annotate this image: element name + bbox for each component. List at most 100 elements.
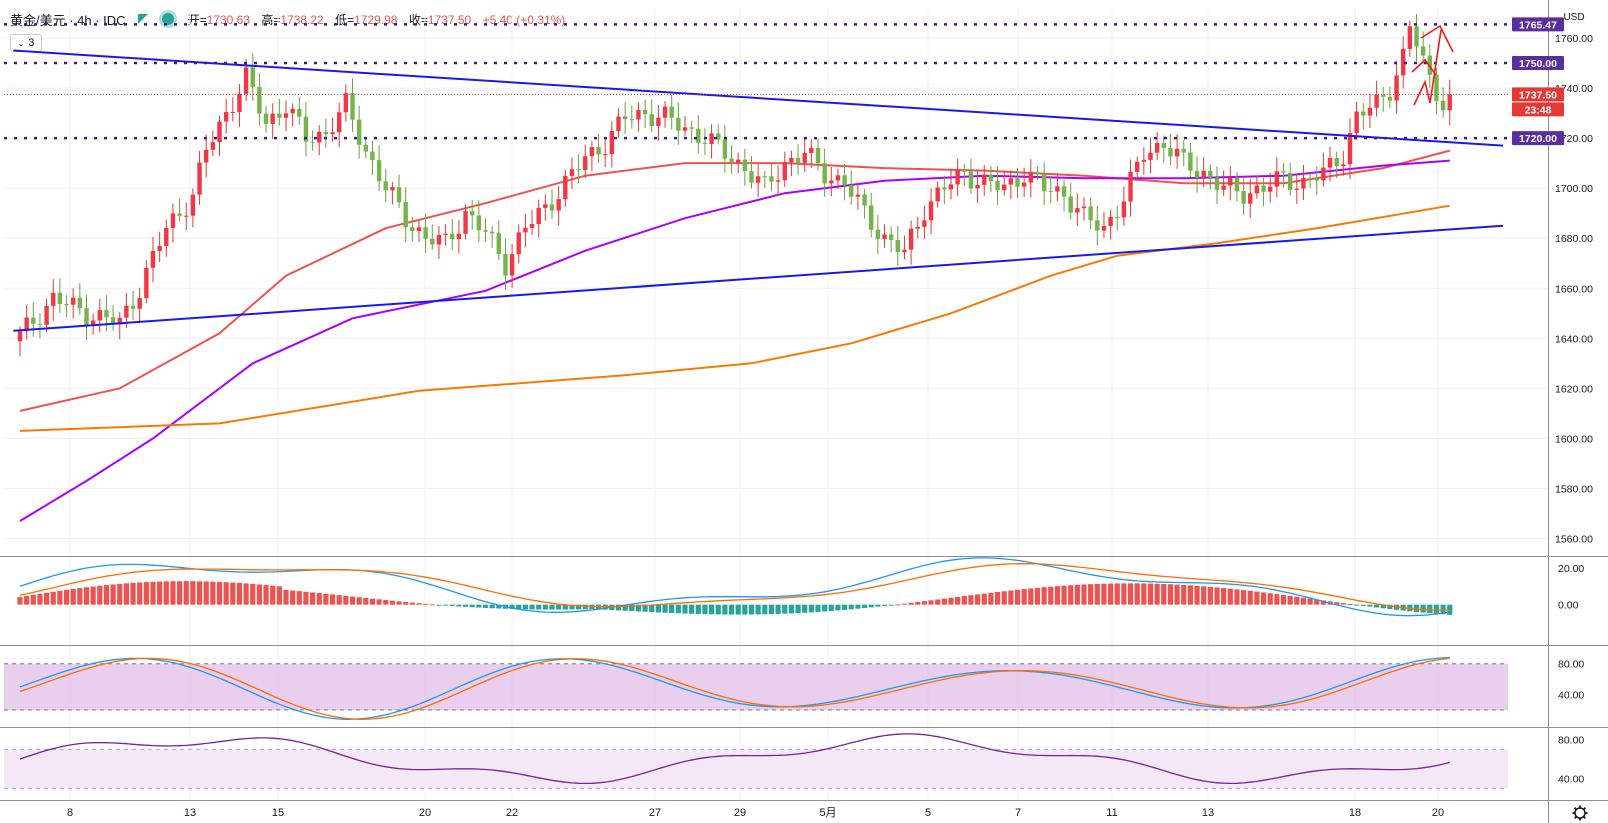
chart-legend-header: 黄金/美元 · 4h · IDC 开=1730.63 高=1738.22 低=1… bbox=[10, 9, 574, 29]
candle-body bbox=[337, 112, 342, 133]
time-tick-label: 11 bbox=[1106, 807, 1117, 819]
macd-histogram-bar bbox=[975, 594, 981, 605]
candle-body bbox=[1341, 164, 1346, 167]
currency-label: USD bbox=[1563, 12, 1584, 23]
macd-histogram-bar bbox=[1134, 583, 1140, 605]
candle-body bbox=[716, 133, 721, 140]
candle-body bbox=[1394, 75, 1399, 101]
candle-body bbox=[263, 113, 269, 124]
macd-histogram-bar bbox=[1347, 604, 1353, 606]
macd-histogram-bar bbox=[1320, 600, 1326, 605]
candle-body bbox=[948, 184, 954, 190]
candle-body bbox=[443, 233, 448, 235]
candle-body bbox=[503, 253, 508, 276]
candle-body bbox=[589, 147, 595, 157]
candle-body bbox=[1128, 171, 1133, 202]
candle-body bbox=[370, 151, 375, 161]
candle-body bbox=[603, 154, 608, 156]
macd-histogram-bar bbox=[97, 585, 103, 605]
macd-tick-label: 20.00 bbox=[1558, 563, 1584, 575]
macd-histogram-bar bbox=[196, 581, 203, 605]
candle-body bbox=[170, 213, 176, 228]
macd-histogram-bar bbox=[848, 604, 854, 610]
macd-histogram-bar bbox=[349, 596, 356, 605]
candle-body bbox=[616, 116, 621, 131]
candle-body bbox=[1327, 157, 1333, 168]
macd-histogram-bar bbox=[1101, 583, 1107, 605]
candle-body bbox=[130, 305, 136, 309]
candle-body bbox=[1181, 148, 1186, 153]
macd-histogram-bar bbox=[642, 604, 648, 612]
macd-histogram-bar bbox=[37, 593, 43, 605]
macd-histogram-bar bbox=[103, 585, 110, 605]
macd-histogram-bar bbox=[1028, 588, 1034, 605]
gear-icon[interactable] bbox=[1572, 805, 1588, 821]
macd-histogram-bar bbox=[669, 604, 675, 614]
candle-body bbox=[549, 204, 555, 211]
candle-body bbox=[1035, 171, 1040, 175]
candle-body bbox=[962, 170, 967, 172]
macd-histogram-bar bbox=[682, 604, 688, 614]
macd-histogram-bar bbox=[216, 581, 223, 605]
price-tick-label: 1740.00 bbox=[1555, 83, 1593, 95]
macd-histogram-bar bbox=[1247, 590, 1253, 605]
macd-histogram-bar bbox=[915, 601, 921, 605]
macd-histogram-bar bbox=[1413, 604, 1420, 612]
macd-histogram-bar bbox=[948, 597, 954, 605]
close-label: 收= bbox=[408, 12, 428, 27]
candle-body bbox=[1287, 172, 1293, 190]
macd-histogram-bar bbox=[343, 595, 349, 605]
macd-histogram-bar bbox=[615, 604, 622, 611]
macd-histogram-bar bbox=[1267, 593, 1273, 605]
candle-body bbox=[523, 227, 528, 233]
macd-histogram-bar bbox=[921, 601, 927, 605]
macd-line bbox=[19, 557, 1450, 617]
macd-histogram-bar bbox=[376, 599, 382, 605]
candle-body bbox=[230, 112, 235, 114]
candle-body bbox=[516, 232, 521, 255]
drawn-arrowhead bbox=[1411, 58, 1437, 76]
candle-body bbox=[117, 317, 122, 325]
candle-body bbox=[390, 187, 395, 191]
macd-histogram-bar bbox=[157, 581, 163, 605]
candle-body bbox=[1281, 171, 1286, 173]
candle-body bbox=[1188, 152, 1193, 171]
macd-histogram-bar bbox=[469, 604, 475, 608]
macd-histogram-bar bbox=[1161, 583, 1167, 605]
macd-histogram-bar bbox=[901, 603, 908, 605]
macd-histogram-bar bbox=[363, 597, 369, 605]
macd-histogram-bar bbox=[1034, 587, 1041, 605]
price-label-text: 1737.50 bbox=[1519, 89, 1557, 101]
time-tick-label: 5月 bbox=[819, 807, 836, 819]
macd-histogram-bar bbox=[509, 604, 515, 609]
macd-histogram-bar bbox=[1254, 591, 1260, 605]
macd-histogram-bar bbox=[861, 604, 868, 609]
candle-body bbox=[363, 144, 368, 152]
gear-tooth bbox=[1574, 815, 1578, 819]
candle-body bbox=[330, 132, 335, 135]
candle-body bbox=[822, 163, 827, 184]
candle-body bbox=[1061, 186, 1067, 197]
candle-body bbox=[317, 131, 322, 143]
candle-body bbox=[310, 141, 315, 143]
macd-histogram-bar bbox=[77, 588, 83, 605]
candle-body bbox=[842, 175, 847, 186]
candle-body bbox=[1374, 94, 1379, 108]
candle-body bbox=[529, 224, 535, 228]
macd-histogram-bar bbox=[815, 604, 821, 612]
time-tick-label: 27 bbox=[649, 807, 661, 819]
macd-histogram-bar bbox=[1187, 585, 1193, 605]
candle-body bbox=[303, 116, 309, 142]
macd-histogram-bar bbox=[941, 598, 947, 605]
macd-histogram-bar bbox=[522, 604, 528, 610]
time-tick-label: 20 bbox=[1432, 807, 1444, 819]
candle-body bbox=[243, 67, 249, 94]
candle-body bbox=[416, 227, 422, 231]
macd-histogram-bar bbox=[270, 585, 276, 605]
candle-body bbox=[669, 106, 674, 118]
macd-histogram-bar bbox=[762, 604, 768, 615]
macd-histogram-bar bbox=[296, 591, 302, 605]
flag-icon[interactable] bbox=[137, 14, 148, 24]
macd-histogram-bar bbox=[1194, 585, 1200, 605]
